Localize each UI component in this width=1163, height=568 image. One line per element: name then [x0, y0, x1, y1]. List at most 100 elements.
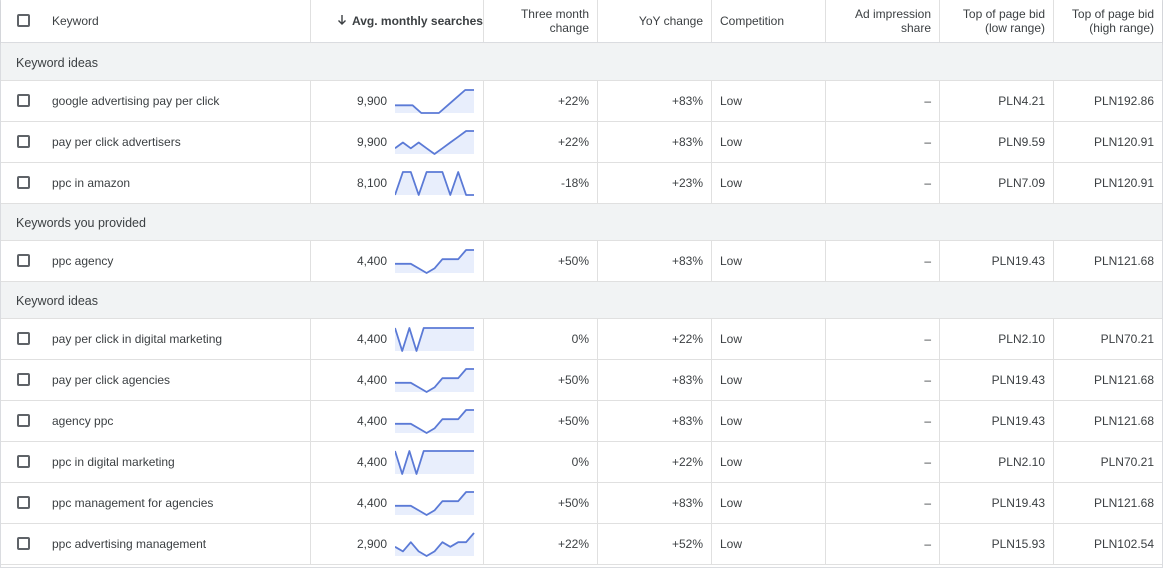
keyword-cell: pay per click agencies: [1, 360, 310, 400]
header-three-month-cell[interactable]: Three month change: [483, 0, 597, 42]
group-label: Keywords you provided: [16, 216, 146, 230]
keyword-row[interactable]: ppc advertising management 2,900 +22% +52% L…: [1, 524, 1162, 565]
three-month-cell: +22%: [483, 81, 597, 121]
header-bid-low-cell[interactable]: Top of page bid (low range): [939, 0, 1053, 42]
bid-low-value: PLN19.43: [991, 496, 1045, 510]
row-checkbox[interactable]: [17, 135, 30, 148]
three-month-value: +22%: [557, 537, 589, 551]
avg-searches-value: 9,900: [356, 135, 387, 149]
ad-impression-value: –: [924, 455, 931, 469]
three-month-cell: +50%: [483, 360, 597, 400]
sparkline-area: [395, 131, 474, 154]
avg-searches-cell: 4,400: [310, 442, 483, 482]
yoy-cell: +83%: [597, 483, 711, 523]
header-avg-searches: Avg. monthly searches: [352, 14, 483, 28]
header-competition-cell[interactable]: Competition: [711, 0, 825, 42]
avg-searches-value: 2,900: [356, 537, 387, 551]
sparkline-area: [395, 172, 474, 195]
bid-high-value: PLN121.68: [1093, 414, 1154, 428]
avg-searches-value: 4,400: [356, 496, 387, 510]
row-checkbox[interactable]: [17, 94, 30, 107]
sparkline-line: [395, 171, 474, 196]
row-checkbox[interactable]: [17, 537, 30, 550]
avg-searches-value: 4,400: [356, 455, 387, 469]
row-checkbox[interactable]: [17, 455, 30, 468]
keyword-row[interactable]: pay per click agencies 4,400 +50% +83% Low – P…: [1, 360, 1162, 401]
header-bid-high-cell[interactable]: Top of page bid (high range): [1053, 0, 1162, 42]
row-checkbox[interactable]: [17, 496, 30, 509]
competition-cell: Low: [711, 122, 825, 162]
keyword-row[interactable]: agency ppc 4,400 +50% +83% Low – PLN19.43 PLN12…: [1, 401, 1162, 442]
sparkline-line: [395, 130, 474, 155]
three-month-cell: -18%: [483, 163, 597, 203]
select-all-checkbox[interactable]: [17, 14, 30, 27]
competition-cell: Low: [711, 360, 825, 400]
header-yoy-cell[interactable]: YoY change: [597, 0, 711, 42]
yoy-value: +83%: [671, 254, 703, 268]
group-header: Keywords you provided: [1, 204, 1162, 241]
bid-high-cell: PLN70.21: [1053, 442, 1162, 482]
three-month-value: 0%: [571, 455, 589, 469]
trend-sparkline: [395, 409, 474, 434]
bid-high-value: PLN121.68: [1093, 496, 1154, 510]
yoy-cell: +83%: [597, 360, 711, 400]
yoy-cell: +52%: [597, 524, 711, 564]
table-header: Keyword Avg. monthly searches Three mont…: [1, 0, 1162, 43]
keyword-row[interactable]: ppc agency 4,400 +50% +83% Low – PLN19.43 PLN12…: [1, 241, 1162, 282]
keyword-row[interactable]: ppc management for agencies 4,400 +50% +83%…: [1, 483, 1162, 524]
three-month-value: +50%: [557, 373, 589, 387]
row-checkbox[interactable]: [17, 414, 30, 427]
keyword-row[interactable]: pay per click advertisers 9,900 +22% +83% Lo…: [1, 122, 1162, 163]
keyword-cell: agency ppc: [1, 401, 310, 441]
competition-value: Low: [720, 135, 743, 149]
sparkline-area: [395, 533, 474, 556]
header-ad-impression-cell[interactable]: Ad impression share: [825, 0, 939, 42]
competition-cell: Low: [711, 401, 825, 441]
keyword-text: ppc in amazon: [52, 176, 131, 190]
header-three-month-line1: Three month: [520, 7, 589, 21]
three-month-cell: +22%: [483, 524, 597, 564]
header-avg-cell[interactable]: Avg. monthly searches: [310, 0, 483, 42]
bid-low-cell: PLN19.43: [939, 483, 1053, 523]
header-keyword[interactable]: Keyword: [52, 14, 99, 28]
keyword-cell: google advertising pay per click: [1, 81, 310, 121]
row-checkbox[interactable]: [17, 254, 30, 267]
header-three-month-line2: change: [549, 21, 589, 35]
ad-impression-cell: –: [825, 360, 939, 400]
sort-arrow-down-icon: [338, 15, 346, 25]
keyword-text: google advertising pay per click: [52, 94, 220, 108]
keyword-text: ppc advertising management: [52, 537, 207, 551]
yoy-cell: +23%: [597, 163, 711, 203]
yoy-value: +83%: [671, 135, 703, 149]
header-bid-high-line2: (high range): [1089, 21, 1154, 35]
avg-searches-cell: 4,400: [310, 241, 483, 281]
trend-sparkline: [395, 130, 474, 155]
keyword-row[interactable]: google advertising pay per click 9,900 +22…: [1, 81, 1162, 122]
bid-high-cell: PLN121.68: [1053, 483, 1162, 523]
keyword-text: ppc agency: [52, 254, 114, 268]
sparkline-line: [395, 450, 474, 475]
keyword-text: pay per click in digital marketing: [52, 332, 223, 346]
bid-high-cell: PLN121.68: [1053, 241, 1162, 281]
ad-impression-cell: –: [825, 401, 939, 441]
row-checkbox[interactable]: [17, 176, 30, 189]
keyword-row[interactable]: ppc in digital marketing 4,400 0% +22% Low – P…: [1, 442, 1162, 483]
bid-low-value: PLN2.10: [998, 455, 1045, 469]
keyword-row[interactable]: ppc in amazon 8,100 -18% +23% Low – PLN7.09 PLN…: [1, 163, 1162, 204]
bid-high-cell: PLN70.21: [1053, 319, 1162, 359]
keyword-row[interactable]: pay per click in digital marketing 4,400 0…: [1, 319, 1162, 360]
ad-impression-cell: –: [825, 319, 939, 359]
trend-sparkline: [395, 450, 474, 475]
ad-impression-value: –: [924, 176, 931, 190]
row-checkbox[interactable]: [17, 373, 30, 386]
ad-impression-cell: –: [825, 524, 939, 564]
competition-cell: Low: [711, 483, 825, 523]
competition-value: Low: [720, 455, 743, 469]
trend-sparkline: [395, 249, 474, 274]
row-checkbox[interactable]: [17, 332, 30, 345]
bid-high-cell: PLN120.91: [1053, 163, 1162, 203]
three-month-cell: +50%: [483, 241, 597, 281]
sparkline-area: [395, 451, 474, 474]
ad-impression-value: –: [924, 414, 931, 428]
three-month-value: +22%: [557, 135, 589, 149]
